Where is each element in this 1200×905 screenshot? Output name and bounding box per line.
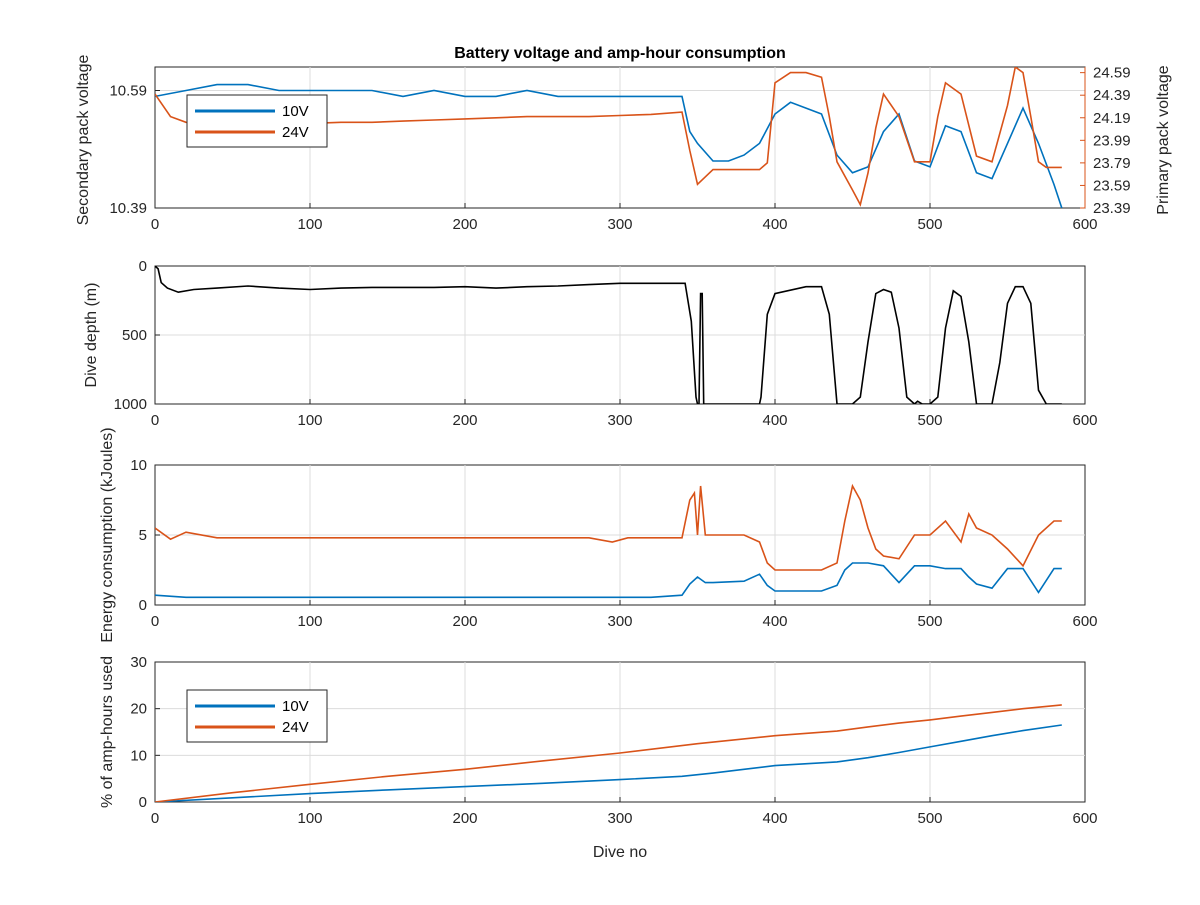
y-tick-label: 10 (130, 747, 147, 764)
series-line-10V (155, 83, 1063, 208)
x-tick-label: 600 (1072, 216, 1097, 233)
series-line-10V (155, 724, 1062, 802)
panels-group: 0 100 200 300 400 500 60010.3910.5923.3923.592… (109, 65, 1130, 827)
x-tick-label: 300 (607, 613, 632, 630)
ylabel-energy: Energy consumption (kJoules) (99, 427, 116, 642)
series-line-depth (155, 266, 1062, 404)
ylabel-secondary-voltage: Secondary pack voltage (75, 55, 92, 226)
x-tick-label: 500 (917, 613, 942, 630)
legend-box (186, 689, 328, 743)
x-tick-label: 400 (762, 613, 787, 630)
x-tick-label: 200 (452, 412, 477, 429)
x-tick-label: 600 (1072, 613, 1097, 630)
y-right-tick-label: 24.59 (1093, 65, 1131, 82)
y-right-tick-label: 24.39 (1093, 87, 1131, 104)
y-right-tick-label: 23.59 (1093, 177, 1131, 194)
y-tick-label: 10 (130, 457, 147, 474)
y-tick-label: 500 (122, 327, 147, 344)
y-tick-label: 1000 (114, 396, 147, 413)
chart-title: Battery voltage and amp-hour consumption (454, 45, 786, 62)
x-tick-label: 400 (762, 216, 787, 233)
x-tick-label: 300 (607, 412, 632, 429)
y-tick-label: 10.59 (109, 83, 147, 100)
x-tick-label: 600 (1072, 810, 1097, 827)
series-line-10V (155, 562, 1062, 599)
y-tick-label: 30 (130, 654, 147, 671)
series-line-24V (155, 67, 1062, 207)
x-tick-label: 0 (151, 412, 159, 429)
xlabel-dive-no: Dive no (593, 844, 647, 861)
ylabel-amp-hours: % of amp-hours used (99, 656, 116, 808)
legend-label-10V: 10V (282, 103, 309, 120)
y-right-tick-label: 24.19 (1093, 110, 1131, 127)
x-tick-label: 600 (1072, 412, 1097, 429)
ylabel-primary-voltage: Primary pack voltage (1155, 65, 1172, 214)
legend-label-10V: 10V (282, 698, 309, 715)
ylabel-dive-depth: Dive depth (m) (83, 283, 100, 388)
x-tick-label: 200 (452, 613, 477, 630)
x-tick-label: 100 (297, 613, 322, 630)
x-tick-label: 500 (917, 810, 942, 827)
series-line-24V (155, 704, 1062, 802)
y-tick-label: 0 (139, 794, 147, 811)
x-tick-label: 400 (762, 810, 787, 827)
series-line-24V (155, 483, 1062, 571)
x-tick-label: 100 (297, 412, 322, 429)
x-tick-label: 300 (607, 810, 632, 827)
y-tick-label: 5 (139, 527, 147, 544)
legend-label-24V: 24V (282, 719, 309, 736)
x-tick-label: 0 (151, 216, 159, 233)
y-right-tick-label: 23.39 (1093, 200, 1131, 217)
panel-3: 0 100 200 300 400 500 600 0 5 10 (130, 457, 1097, 630)
x-tick-label: 300 (607, 216, 632, 233)
panel-1: 0 100 200 300 400 500 600 10.39 10.59 23.39 23.59 2… (109, 65, 1130, 233)
x-tick-label: 0 (151, 810, 159, 827)
x-tick-label: 200 (452, 810, 477, 827)
x-tick-label: 100 (297, 810, 322, 827)
y-right-tick-label: 23.79 (1093, 155, 1131, 172)
x-tick-label: 500 (917, 216, 942, 233)
legend-label-24V: 24V (282, 124, 309, 141)
x-tick-label: 200 (452, 216, 477, 233)
y-tick-label: 20 (130, 701, 147, 718)
y-tick-label: 10.39 (109, 200, 147, 217)
y-right-tick-label: 23.99 (1093, 132, 1131, 149)
x-tick-label: 0 (151, 613, 159, 630)
x-tick-label: 500 (917, 412, 942, 429)
legend-box (186, 94, 328, 148)
panel-2: 0 100 200 300 400 500 600 0 500 1000 (114, 258, 1098, 429)
x-tick-label: 100 (297, 216, 322, 233)
y-tick-label: 0 (139, 258, 147, 275)
x-tick-label: 400 (762, 412, 787, 429)
y-tick-label: 0 (139, 597, 147, 614)
